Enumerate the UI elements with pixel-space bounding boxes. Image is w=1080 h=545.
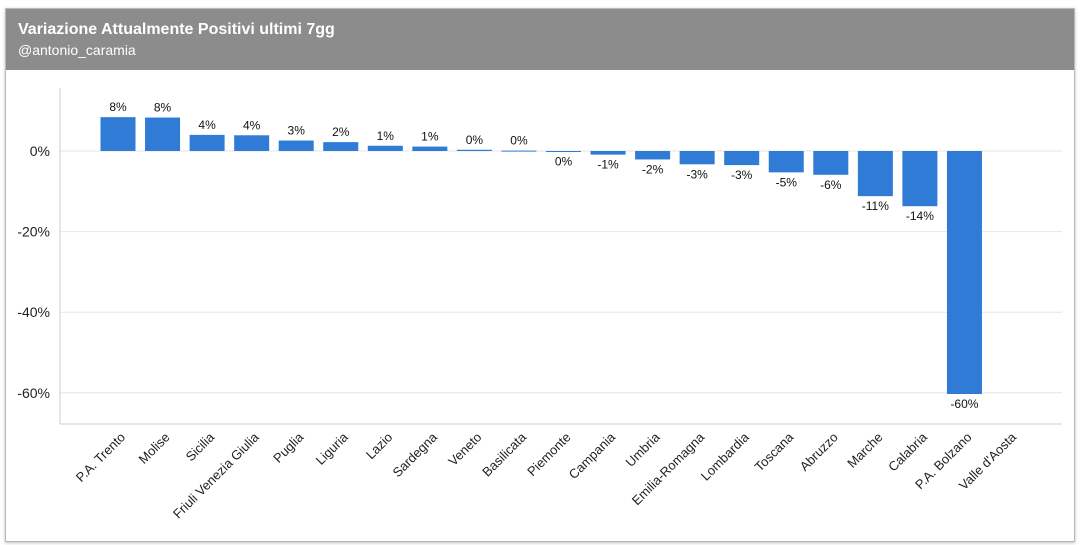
bar: [100, 117, 136, 151]
x-tick-label: Veneto: [445, 430, 484, 469]
y-tick-label: -40%: [17, 304, 50, 320]
x-tick-label: P.A. Trento: [73, 430, 128, 485]
bar: [590, 151, 626, 155]
data-label: 1%: [421, 130, 439, 144]
data-label: -11%: [862, 199, 889, 213]
bar: [724, 151, 760, 166]
data-label: 4%: [198, 118, 216, 132]
chart-title: Variazione Attualmente Positivi ultimi 7…: [18, 21, 335, 38]
data-label: -6%: [820, 178, 842, 192]
x-tick-label: Basilicata: [479, 429, 529, 479]
bar: [679, 151, 715, 165]
x-tick-label: Lombardia: [698, 429, 753, 484]
x-tick-label: Calabria: [885, 429, 930, 474]
x-tick-label: Marche: [844, 430, 885, 471]
data-label: -1%: [597, 158, 619, 172]
bar-chart: 0% -20% -40% -60% 8% P.A. Trento 8% Molise 4% Sic…: [17, 88, 1062, 521]
data-label: 0%: [510, 134, 528, 148]
bar: [189, 134, 225, 151]
bar: [546, 151, 581, 152]
x-tick-label: Sicilia: [183, 429, 218, 464]
y-tick-label: 0%: [30, 143, 50, 159]
chart-subtitle: @antonio_caramia: [18, 42, 136, 58]
data-label: 3%: [288, 124, 306, 138]
chart-header: Variazione Attualmente Positivi ultimi 7…: [6, 9, 1074, 70]
data-label: 8%: [154, 101, 172, 115]
data-label: -2%: [642, 162, 664, 176]
bar: [323, 142, 359, 151]
bar: [768, 151, 804, 173]
x-tick-label: Campania: [566, 429, 619, 482]
bar: [412, 146, 448, 151]
bar: [367, 145, 403, 151]
bar: [946, 151, 982, 395]
y-tick-label: -60%: [17, 385, 50, 401]
x-tick-label: Liguria: [313, 429, 352, 468]
x-tick-label: Lazio: [363, 430, 396, 463]
x-tick-label: Molise: [135, 430, 172, 467]
data-label: 0%: [555, 154, 573, 168]
bar: [857, 151, 893, 197]
data-label: 8%: [109, 100, 127, 114]
data-label: -3%: [731, 168, 753, 182]
x-tick-label: Abruzzo: [797, 430, 841, 474]
bar: [278, 140, 314, 151]
bar: [456, 149, 492, 151]
x-tick-label: Sardegna: [389, 429, 440, 480]
data-label: -3%: [686, 167, 708, 181]
bar: [813, 151, 849, 175]
data-label: 0%: [466, 133, 484, 147]
x-tick-label: Puglia: [270, 429, 307, 466]
data-label: -60%: [950, 397, 978, 411]
bar: [501, 150, 537, 152]
y-tick-label: -20%: [17, 224, 50, 240]
bar: [902, 151, 938, 207]
x-tick-label: Toscana: [752, 429, 797, 474]
bar: [635, 151, 671, 160]
data-label: 2%: [332, 125, 350, 139]
data-label: -14%: [906, 209, 934, 223]
x-tick-label: Umbria: [622, 429, 663, 470]
data-label: 1%: [377, 129, 395, 143]
bar: [145, 117, 181, 151]
chart-widget: Variazione Attualmente Positivi ultimi 7…: [5, 8, 1075, 542]
data-label: 4%: [243, 118, 261, 132]
bar: [234, 135, 270, 151]
x-tick-label: Friuli Venezia Giulia: [170, 429, 262, 521]
data-label: -5%: [776, 175, 798, 189]
